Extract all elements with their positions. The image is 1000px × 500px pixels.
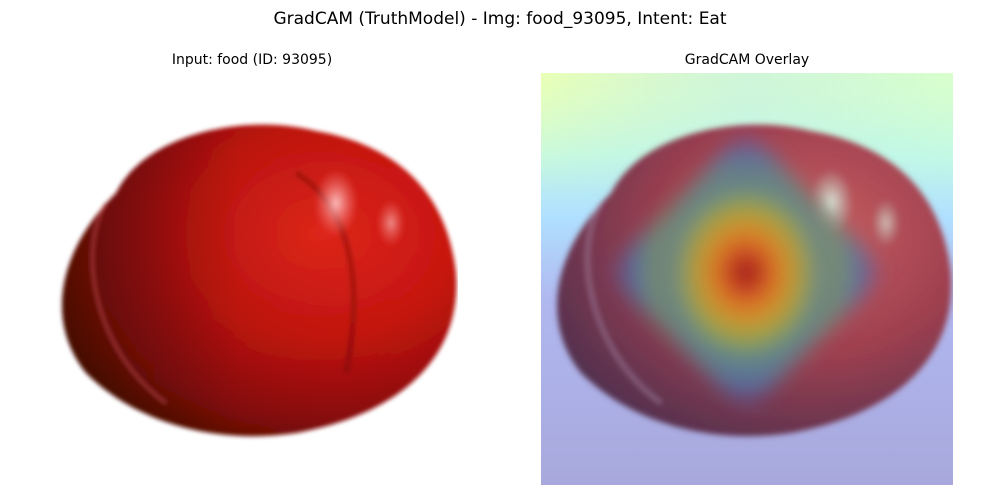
overlay-panel-title: GradCAM Overlay [684, 52, 810, 68]
input-tomato-image [46, 73, 458, 485]
input-image-panel [46, 73, 458, 485]
gradcam-overlay-panel [541, 73, 953, 485]
gradcam-heatmap-image [541, 73, 953, 485]
figure-suptitle: GradCAM (TruthModel) - Img: food_93095, … [273, 9, 727, 29]
input-panel-title: Input: food (ID: 93095) [171, 52, 333, 68]
